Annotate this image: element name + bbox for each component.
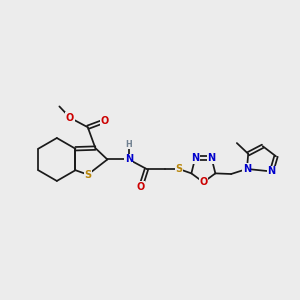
Text: O: O [101,116,109,126]
Text: N: N [208,153,216,163]
Text: S: S [175,164,182,174]
Text: N: N [243,164,251,174]
Text: N: N [268,167,276,176]
Text: S: S [84,169,92,180]
Text: O: O [199,177,208,187]
Text: O: O [137,182,145,192]
Text: O: O [66,113,74,123]
Text: N: N [125,154,133,164]
Text: H: H [125,140,132,149]
Text: N: N [191,153,199,163]
